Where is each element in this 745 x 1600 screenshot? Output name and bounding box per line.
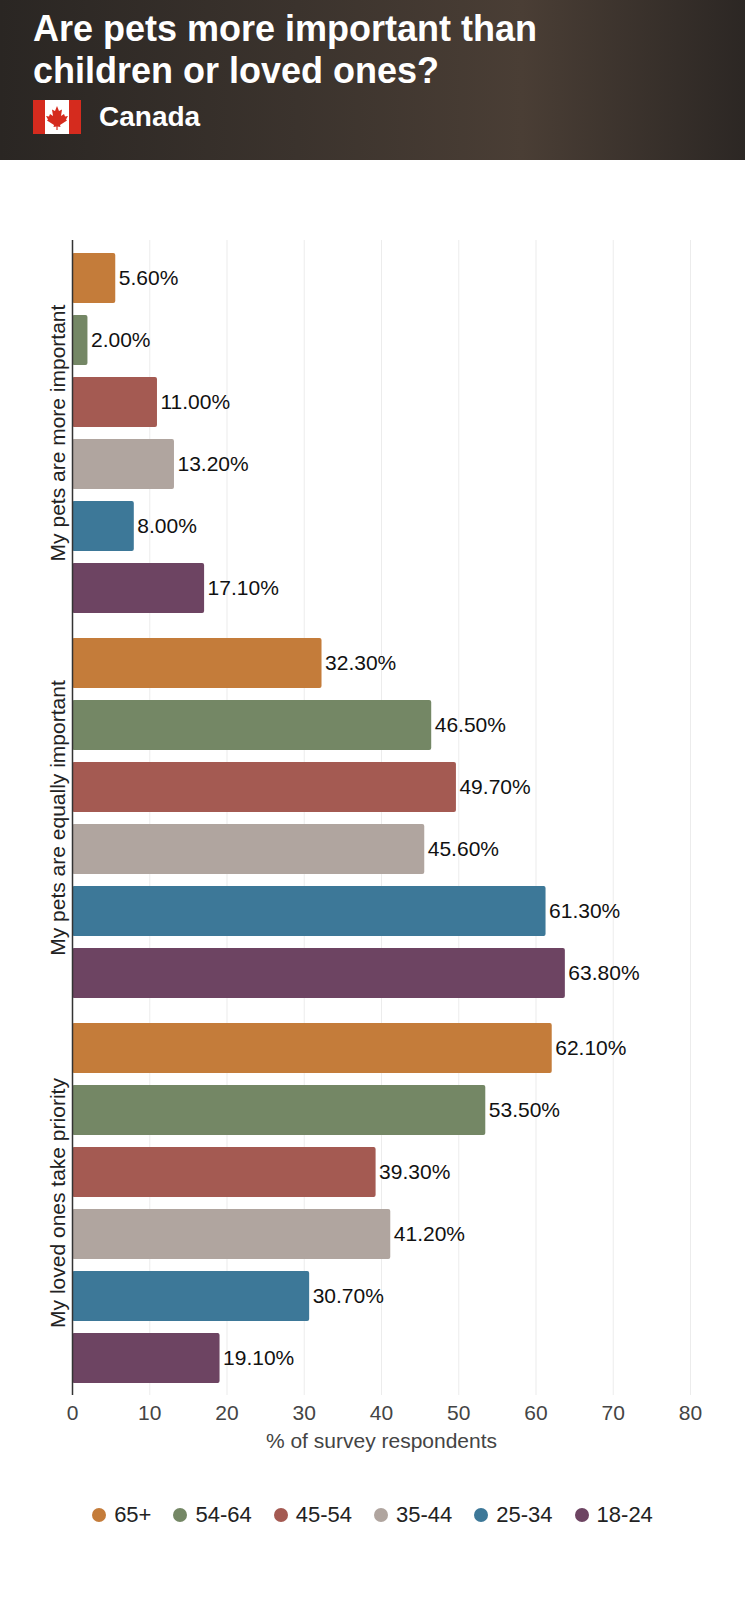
svg-text:50: 50 bbox=[447, 1401, 470, 1424]
svg-text:30: 30 bbox=[293, 1401, 316, 1424]
html-text:45-54: 45-54 bbox=[295, 1502, 352, 1527]
svg-text:46.50%: 46.50% bbox=[435, 713, 506, 736]
html-text:35-44: 35-44 bbox=[396, 1502, 453, 1527]
svg-text:70: 70 bbox=[602, 1401, 625, 1424]
svg-text:20: 20 bbox=[215, 1401, 238, 1424]
svg-text:62.10%: 62.10% bbox=[555, 1036, 626, 1059]
html-text:Are pets more important than c: Are pets more important than children or… bbox=[33, 8, 538, 91]
svg-text:41.20%: 41.20% bbox=[394, 1222, 465, 1245]
svg-text:8.00%: 8.00% bbox=[137, 514, 197, 537]
svg-text:19.10%: 19.10% bbox=[223, 1346, 294, 1369]
svg-text:45.60%: 45.60% bbox=[428, 837, 499, 860]
svg-text:My pets are equally important: My pets are equally important bbox=[46, 680, 69, 956]
svg-text:53.50%: 53.50% bbox=[489, 1098, 560, 1121]
svg-text:My loved ones take priority: My loved ones take priority bbox=[46, 1078, 69, 1328]
html-text:65+: 65+ bbox=[114, 1502, 152, 1527]
svg-text:61.30%: 61.30% bbox=[549, 899, 620, 922]
svg-text:32.30%: 32.30% bbox=[325, 651, 396, 674]
html-text:18-24: 18-24 bbox=[596, 1502, 653, 1527]
svg-text:63.80%: 63.80% bbox=[568, 961, 639, 984]
html-text:Canada: Canada bbox=[99, 101, 201, 132]
svg-text:5.60%: 5.60% bbox=[119, 266, 179, 289]
html-text:54-64: 54-64 bbox=[195, 1502, 252, 1527]
svg-text:39.30%: 39.30% bbox=[379, 1160, 450, 1183]
svg-text:2.00%: 2.00% bbox=[91, 328, 151, 351]
svg-text:0: 0 bbox=[67, 1401, 79, 1424]
svg-text:My pets are more important: My pets are more important bbox=[46, 304, 69, 561]
svg-text:10: 10 bbox=[138, 1401, 161, 1424]
svg-text:40: 40 bbox=[370, 1401, 393, 1424]
html-text:25-34: 25-34 bbox=[496, 1502, 553, 1527]
svg-text:% of survey respondents: % of survey respondents bbox=[266, 1429, 497, 1452]
svg-text:11.00%: 11.00% bbox=[160, 390, 230, 413]
svg-text:49.70%: 49.70% bbox=[459, 775, 530, 798]
svg-text:17.10%: 17.10% bbox=[208, 576, 279, 599]
svg-text:60: 60 bbox=[524, 1401, 547, 1424]
svg-text:80: 80 bbox=[679, 1401, 702, 1424]
svg-text:30.70%: 30.70% bbox=[313, 1284, 384, 1307]
svg-text:13.20%: 13.20% bbox=[177, 452, 248, 475]
